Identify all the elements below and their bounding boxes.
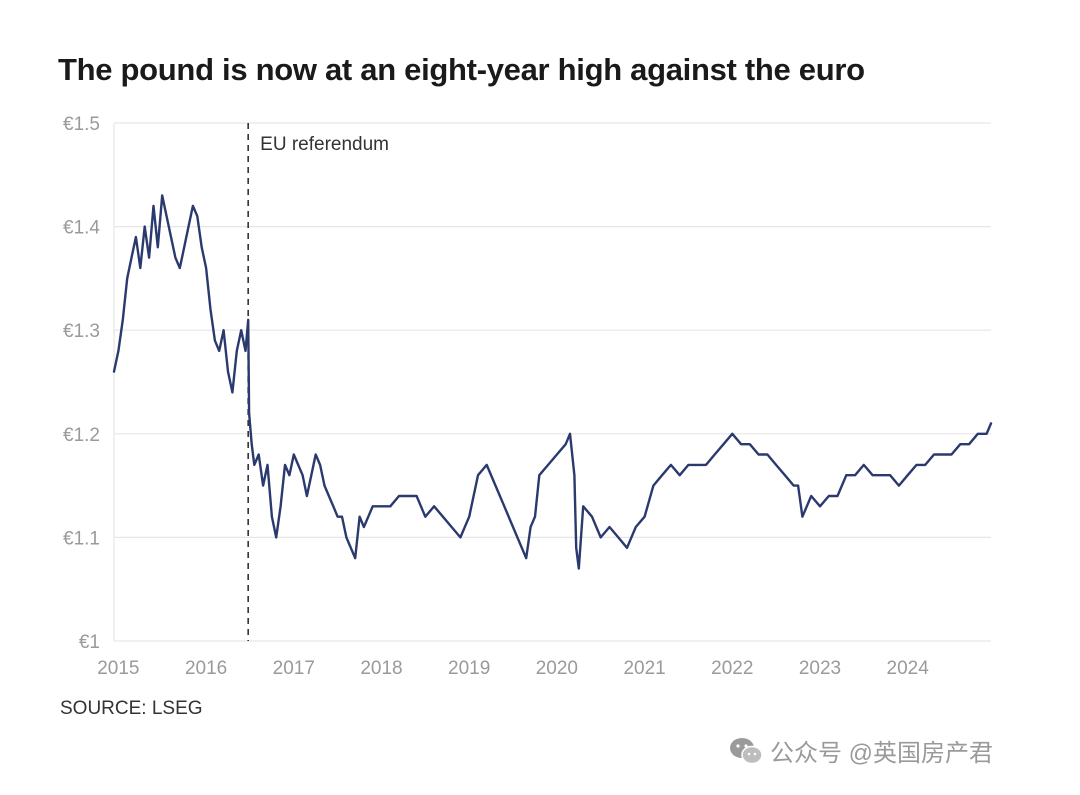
x-tick-label: 2015 bbox=[97, 658, 139, 679]
annotations: EU referendum bbox=[247, 123, 389, 641]
x-tick-label: 2020 bbox=[536, 658, 578, 679]
y-tick-label: €1.3 bbox=[63, 321, 100, 342]
series-layer bbox=[112, 194, 993, 570]
annotation-label: EU referendum bbox=[260, 134, 389, 155]
y-tick-label: €1.1 bbox=[63, 528, 100, 549]
x-tick-label: 2017 bbox=[273, 658, 315, 679]
grid-lines bbox=[113, 122, 991, 642]
x-tick-label: 2019 bbox=[448, 658, 490, 679]
series-line-gbp-eur bbox=[112, 194, 993, 570]
y-tick-label: €1.4 bbox=[63, 218, 100, 239]
x-axis-tick-labels: 2015 2016 2017 2018 2019 2020 2021 2022 2023 2024 bbox=[97, 658, 929, 679]
y-tick-label: €1.2 bbox=[63, 425, 100, 446]
x-tick-label: 2016 bbox=[185, 658, 227, 679]
watermark-text: 公众号 @英国房产君 bbox=[770, 740, 994, 767]
y-axis-tick-labels: €1 €1.1 €1.2 €1.3 €1.4 €1.5 bbox=[63, 114, 100, 653]
watermark: 公众号 @英国房产君 bbox=[728, 733, 993, 768]
wechat-icon bbox=[730, 737, 763, 764]
x-tick-label: 2018 bbox=[360, 658, 402, 679]
x-tick-label: 2021 bbox=[623, 658, 665, 679]
x-tick-label: 2022 bbox=[711, 658, 753, 679]
chart-title: The pound is now at an eight-year high a… bbox=[58, 52, 865, 87]
x-tick-label: 2023 bbox=[799, 658, 841, 679]
source-note: SOURCE: LSEG bbox=[60, 698, 203, 719]
x-tick-label: 2024 bbox=[887, 658, 930, 679]
y-tick-label: €1.5 bbox=[63, 114, 100, 135]
y-tick-label: €1 bbox=[79, 632, 100, 653]
